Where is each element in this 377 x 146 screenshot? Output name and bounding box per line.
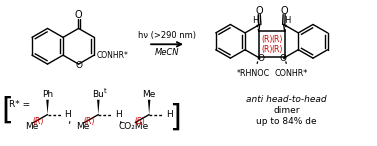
Text: R* =: R* = xyxy=(9,100,33,109)
Text: hν (>290 nm): hν (>290 nm) xyxy=(138,31,196,40)
Text: Me: Me xyxy=(76,122,89,131)
Text: [: [ xyxy=(2,96,14,125)
Text: O: O xyxy=(257,54,264,63)
Text: Bu: Bu xyxy=(92,90,104,99)
Text: (R): (R) xyxy=(84,117,95,126)
Text: (R): (R) xyxy=(261,45,273,54)
Text: Me: Me xyxy=(25,122,38,131)
Text: O: O xyxy=(280,6,288,16)
Text: ]: ] xyxy=(169,103,181,132)
Text: (S): (S) xyxy=(135,117,146,126)
Text: MeCN: MeCN xyxy=(155,48,179,57)
Text: CONHR*: CONHR* xyxy=(97,51,129,60)
Text: dimer: dimer xyxy=(273,106,300,115)
Text: ,: , xyxy=(118,115,122,125)
Text: (R): (R) xyxy=(261,35,273,44)
Text: O: O xyxy=(255,6,263,16)
Text: CO₂Me: CO₂Me xyxy=(118,122,148,131)
Text: CONHR*: CONHR* xyxy=(275,68,308,78)
Text: anti head-to-head: anti head-to-head xyxy=(246,95,327,104)
Text: t: t xyxy=(104,88,107,94)
Text: ,: , xyxy=(68,115,71,125)
Text: Ph: Ph xyxy=(42,90,53,99)
Text: O: O xyxy=(279,54,286,63)
Text: (R): (R) xyxy=(271,35,282,44)
Polygon shape xyxy=(97,100,100,115)
Text: H: H xyxy=(64,110,71,119)
Text: (R): (R) xyxy=(33,117,44,126)
Text: O: O xyxy=(75,61,82,70)
Text: Me: Me xyxy=(143,90,156,99)
Polygon shape xyxy=(46,100,49,115)
Text: H: H xyxy=(166,110,173,119)
Polygon shape xyxy=(148,100,150,115)
Text: *RHNOC: *RHNOC xyxy=(237,68,270,78)
Text: O: O xyxy=(75,10,83,20)
Text: (R): (R) xyxy=(271,45,282,54)
Text: H: H xyxy=(115,110,122,119)
Text: H: H xyxy=(284,16,291,25)
Text: up to 84% de: up to 84% de xyxy=(256,117,317,126)
Text: H: H xyxy=(253,16,259,25)
